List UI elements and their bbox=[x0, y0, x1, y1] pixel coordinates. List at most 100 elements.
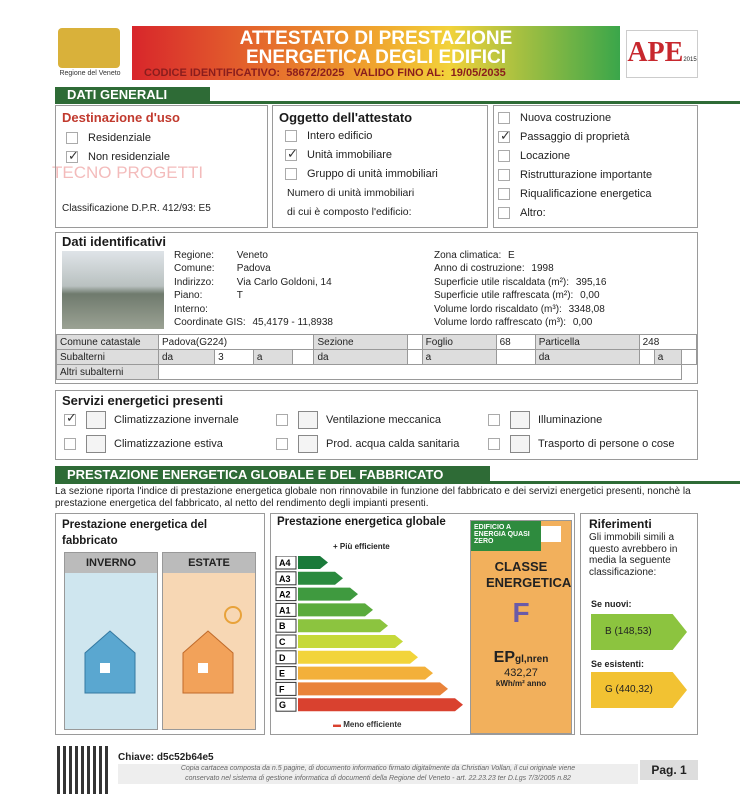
class-label-box bbox=[275, 697, 297, 712]
cell: a bbox=[252, 349, 293, 365]
units-line: di cui è composto l'edificio: bbox=[287, 206, 412, 218]
box-title: Destinazione d'uso bbox=[62, 110, 180, 125]
checkmark: ✓ bbox=[68, 148, 79, 164]
motivazione-box: Nuova costruzione ✓ Passaggio di proprietà… bbox=[493, 105, 698, 228]
riferimenti-box: Riferimenti Gli immobili simili a questo… bbox=[580, 513, 698, 735]
region-name: Regione del Veneto bbox=[59, 70, 121, 77]
field-label: Indirizzo: bbox=[174, 276, 215, 288]
option: ✓ Unità immobiliare bbox=[285, 146, 481, 165]
box-title: Prestazione energetica globale bbox=[277, 516, 446, 528]
field-value: T bbox=[236, 290, 243, 302]
class-label-box bbox=[275, 650, 297, 665]
service: Illuminazione bbox=[488, 411, 603, 430]
checkmark: ✓ bbox=[66, 410, 77, 426]
field-label: Interno: bbox=[174, 303, 208, 315]
service-icon bbox=[298, 411, 318, 430]
box-title: Servizi energetici presenti bbox=[62, 393, 224, 408]
valid-date: 19/05/2035 bbox=[450, 67, 506, 79]
code-label: CODICE IDENTIFICATIVO: bbox=[144, 67, 281, 79]
cell: Altri subalterni bbox=[56, 364, 159, 380]
cell bbox=[291, 349, 315, 365]
code-line: CODICE IDENTIFICATIVO: 58672/2025 VALIDO… bbox=[132, 67, 620, 79]
option-label: Residenziale bbox=[88, 132, 151, 144]
field: Volume lordo raffrescato (m³): 0,00 bbox=[434, 316, 606, 329]
service-icon bbox=[510, 435, 530, 454]
watermark: TECNO PROGETTI bbox=[52, 163, 204, 182]
winter-house bbox=[84, 630, 136, 694]
service-label: Trasporto di persone o cose bbox=[538, 438, 675, 450]
ep-sub: gl,nren bbox=[515, 654, 549, 665]
field: Coordinate GIS: 45,4179 - 11,8938 bbox=[174, 316, 333, 329]
key: Chiave: d5c52b64e5 bbox=[118, 752, 214, 763]
box-title: Oggetto dell'attestato bbox=[279, 110, 413, 125]
ep-label: EPgl,nren bbox=[471, 649, 571, 667]
destinazione-box: Destinazione d'uso Residenziale ✓ Non resi… bbox=[55, 105, 268, 228]
checkbox bbox=[498, 169, 510, 182]
service-label: Prod. acqua calda sanitaria bbox=[326, 438, 460, 450]
option: Riqualificazione energetica bbox=[498, 185, 693, 204]
checkbox bbox=[285, 130, 297, 143]
building-photo bbox=[62, 251, 164, 329]
service-label: Ventilazione meccanica bbox=[326, 414, 441, 426]
oggetto-box: Oggetto dell'attestato Intero edificio ✓ U… bbox=[272, 105, 488, 228]
ape-logo-text: APE bbox=[627, 37, 684, 68]
class-label-box bbox=[275, 587, 297, 602]
cell bbox=[406, 334, 423, 350]
checkbox bbox=[498, 207, 510, 220]
energy-class: F bbox=[512, 597, 530, 628]
class-label: A3 bbox=[279, 574, 291, 584]
field-label: Superficie utile riscaldata (m²): bbox=[434, 276, 570, 288]
cell bbox=[638, 349, 655, 365]
nzeb-box bbox=[541, 526, 561, 542]
field-value: 45,4179 - 11,8938 bbox=[252, 317, 333, 329]
class-arrow bbox=[298, 556, 328, 569]
valid-label: VALIDO FINO AL: bbox=[353, 67, 445, 79]
checkbox bbox=[498, 188, 510, 201]
cell bbox=[406, 349, 423, 365]
note: Copia cartacea composta da n.5 pagine, d… bbox=[118, 764, 638, 784]
class-label-box bbox=[275, 666, 297, 681]
field-value: 0,00 bbox=[572, 317, 593, 329]
units-text: Numero di unità immobiliari di cui è comp… bbox=[279, 184, 481, 222]
ape-logo: APE2015 bbox=[626, 30, 698, 78]
class-arrow bbox=[298, 650, 418, 664]
checkbox: ✓ bbox=[285, 146, 298, 162]
page-number: Pag. 1 bbox=[640, 760, 698, 780]
intro: La sezione riporta l'indice di prestazio… bbox=[55, 486, 691, 509]
cell: Sezione bbox=[313, 334, 408, 350]
service: Prod. acqua calda sanitaria bbox=[276, 435, 460, 454]
service-label: Illuminazione bbox=[538, 414, 603, 426]
class-label: D bbox=[279, 653, 286, 663]
field-value: 0,00 bbox=[580, 290, 600, 302]
checkbox bbox=[276, 414, 288, 427]
cell: da bbox=[157, 349, 216, 365]
cell: 3 bbox=[214, 349, 254, 365]
class-label-box bbox=[275, 556, 297, 570]
class-arrow bbox=[298, 666, 433, 680]
bottom-text: Meno efficiente bbox=[343, 720, 402, 729]
cell bbox=[680, 349, 698, 365]
header-band: ATTESTATO DI PRESTAZIONE ENERGETICA DEGL… bbox=[132, 26, 620, 80]
option-label: Gruppo di unità immobiliari bbox=[307, 168, 438, 180]
field-label: Zona climatica: bbox=[434, 250, 502, 261]
checkbox bbox=[498, 150, 510, 163]
service-icon bbox=[298, 435, 318, 454]
bottom-label: ▬ Meno efficiente bbox=[333, 720, 402, 729]
field-label: Piano: bbox=[174, 290, 203, 302]
checkmark: ✓ bbox=[500, 128, 511, 144]
field: Piano: T bbox=[174, 289, 333, 302]
class-arrow bbox=[298, 571, 343, 585]
option: Ristrutturazione importante bbox=[498, 166, 693, 185]
option: ✓ Non residenziale bbox=[66, 148, 261, 167]
cell: Padova(G224) bbox=[157, 334, 315, 350]
field-label: Comune: bbox=[174, 263, 215, 275]
cell: da bbox=[313, 349, 408, 365]
service: Climatizzazione estiva bbox=[64, 435, 223, 454]
class-label-box bbox=[275, 634, 297, 649]
class-title: CLASSE ENERGETICA bbox=[486, 559, 572, 590]
winter-label: INVERNO bbox=[65, 553, 157, 573]
service-label: Climatizzazione invernale bbox=[114, 414, 239, 426]
code: 58672/2025 bbox=[286, 67, 345, 79]
field-label: Anno di costruzione: bbox=[434, 263, 525, 275]
checkbox: ✓ bbox=[66, 148, 79, 164]
